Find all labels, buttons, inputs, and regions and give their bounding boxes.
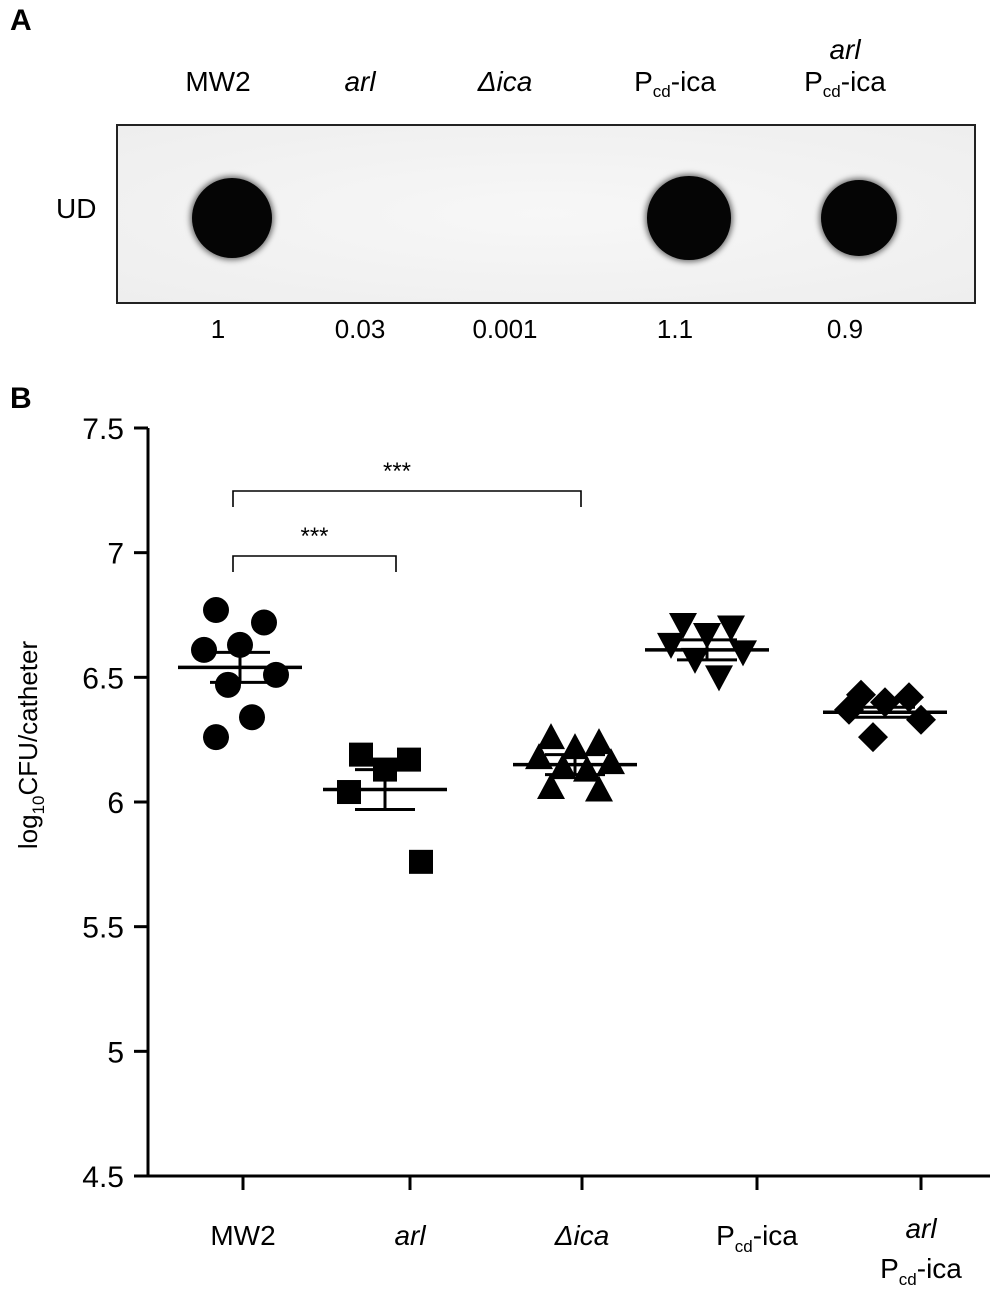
blot-spot-4 — [820, 179, 898, 257]
point-s3-2 — [693, 622, 721, 649]
quant-value-2: 0.001 — [472, 314, 538, 344]
significance-bracket-1 — [232, 490, 582, 507]
y-tick-label-1: 5 — [107, 1036, 124, 1069]
point-s0-5 — [215, 671, 241, 698]
quant-value-3: 1.1 — [656, 314, 694, 344]
panel-b-letter: B — [10, 382, 32, 415]
point-s0-7 — [203, 724, 229, 751]
y-tick-label-6: 7.5 — [82, 413, 124, 446]
point-s1-3 — [337, 780, 361, 805]
point-s2-1 — [585, 728, 613, 755]
point-s0-3 — [191, 636, 217, 663]
y-tick-label-3: 6 — [107, 787, 124, 820]
x-label-4: Pcd-ica — [880, 1253, 962, 1289]
lane-label-4: arl Pcd-ica — [804, 34, 886, 101]
point-s2-8 — [585, 775, 613, 802]
point-s3-4 — [729, 640, 757, 667]
point-s2-6 — [573, 755, 601, 782]
point-s3-0 — [669, 612, 697, 639]
lane-label-3: Pcd-ica — [634, 66, 716, 101]
point-s3-6 — [705, 665, 733, 692]
y-tick-label-4: 6.5 — [82, 662, 124, 695]
point-s2-3 — [525, 743, 553, 770]
blot-row-label: UD — [56, 193, 97, 224]
x-label-3: Pcd-ica — [716, 1220, 798, 1256]
point-s2-4 — [597, 748, 625, 775]
x-label-line1-4: arl — [905, 1213, 937, 1244]
point-s2-7 — [537, 773, 565, 800]
quant-value-0: 1 — [210, 314, 226, 344]
lane-label-1: arl — [344, 66, 376, 97]
blot-spot-0 — [192, 178, 272, 258]
panel-a-letter: A — [10, 4, 32, 37]
dot-blot-membrane — [116, 124, 976, 304]
x-label-2: Δica — [554, 1220, 610, 1251]
x-label-1: arl — [394, 1220, 426, 1251]
quant-value-4: 0.9 — [826, 314, 864, 344]
lane-label-2: Δica — [477, 66, 533, 97]
x-label-0: MW2 — [210, 1220, 275, 1251]
point-s4-2 — [870, 687, 900, 718]
point-s0-0 — [203, 597, 229, 624]
point-s2-0 — [537, 723, 565, 750]
blot-spot-3 — [647, 176, 731, 260]
point-s2-2 — [561, 733, 589, 760]
lane-label-0: MW2 — [185, 66, 251, 97]
y-axis-label: log10CFU/catheter — [13, 641, 48, 850]
point-s0-1 — [251, 609, 277, 636]
point-s1-0 — [349, 742, 373, 767]
point-s3-1 — [717, 615, 745, 642]
significance-label-1: *** — [383, 458, 411, 485]
quant-value-1: 0.03 — [334, 314, 386, 344]
y-tick-label-2: 5.5 — [82, 912, 124, 945]
significance-bracket-0 — [232, 555, 397, 572]
point-s4-1 — [894, 682, 924, 713]
y-tick-label-5: 7 — [107, 538, 124, 571]
point-s3-3 — [657, 632, 685, 659]
point-s1-1 — [397, 747, 421, 772]
point-s4-5 — [858, 722, 888, 753]
significance-label-0: *** — [300, 523, 328, 550]
point-s1-4 — [409, 849, 433, 874]
point-s0-6 — [239, 704, 265, 731]
y-tick-label-0: 4.5 — [82, 1161, 124, 1194]
